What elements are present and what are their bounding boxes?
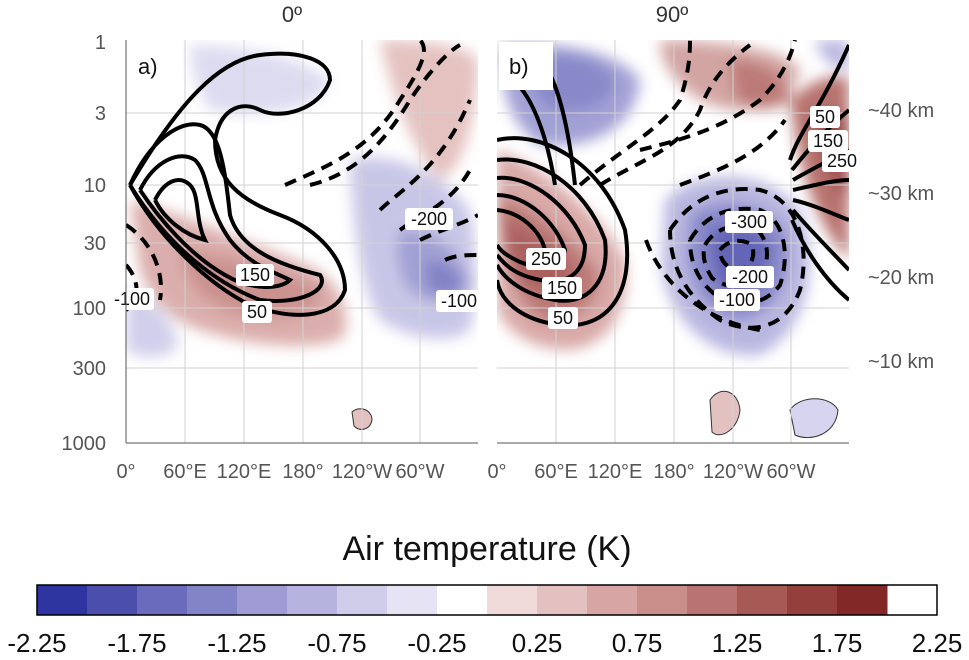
- y-tick-label: 3: [95, 103, 106, 125]
- colorbar-tick-label: 0.25: [512, 628, 563, 658]
- panel-a-title: 0º: [282, 2, 302, 27]
- contour-label: 50: [247, 302, 267, 322]
- colorbar-tick-label: 1.75: [812, 628, 863, 658]
- y-tick-label: 100: [73, 298, 106, 320]
- colorbar-cell: [437, 585, 488, 615]
- colorbar-cell: [787, 585, 838, 615]
- panel-a-label: a): [138, 54, 158, 79]
- altitude-label: ~20 km: [868, 267, 934, 289]
- x-tick-label: 60°E: [163, 461, 207, 483]
- colorbar-cells: [37, 585, 888, 615]
- contour-label: -100: [441, 291, 477, 311]
- x-tick-label: 180°: [653, 461, 694, 483]
- contour-label: -100: [719, 290, 755, 310]
- colorbar-title: Air temperature (K): [342, 530, 631, 568]
- colorbar-cell: [687, 585, 738, 615]
- colorbar-cell: [837, 585, 888, 615]
- panel-a-x-ticks: 0° 60°E 120°E 180° 120°W 60°W: [116, 461, 444, 483]
- panel-a: 150 50 -100 -200 -100 a) 1 3 10 30 100 3…: [62, 32, 482, 483]
- colorbar-tick-label: -0.75: [307, 628, 366, 658]
- contour-label: 150: [813, 131, 843, 151]
- x-tick-label: 0°: [116, 461, 135, 483]
- colorbar-cell: [337, 585, 388, 615]
- colorbar-tick-label: 2.25: [912, 628, 963, 658]
- panel-b-contours: [497, 44, 849, 328]
- colorbar-cell: [137, 585, 188, 615]
- contour-label: 50: [553, 308, 573, 328]
- contour-label: 250: [531, 249, 561, 269]
- contour-label: 50: [815, 107, 835, 127]
- x-tick-label: 60°E: [534, 461, 578, 483]
- contour-label: -100: [114, 289, 150, 309]
- colorbar-cell: [737, 585, 788, 615]
- altitude-label: ~10 km: [868, 351, 934, 373]
- contour-label: 250: [827, 151, 857, 171]
- y-tick-label: 1: [95, 32, 106, 54]
- colorbar-cell: [587, 585, 638, 615]
- contour-label: 150: [547, 278, 577, 298]
- y-tick-label: 300: [73, 358, 106, 380]
- x-tick-label: 0°: [487, 461, 506, 483]
- colorbar-tick-label: -2.25: [7, 628, 66, 658]
- y-tick-label: 1000: [62, 433, 107, 455]
- contour-label: -200: [732, 267, 768, 287]
- contour-label: -300: [731, 212, 767, 232]
- colorbar-cell: [287, 585, 338, 615]
- colorbar-cell: [487, 585, 538, 615]
- contour-label: 150: [240, 265, 270, 285]
- colorbar-frame: [36, 584, 938, 616]
- x-tick-label: 120°E: [588, 461, 643, 483]
- altitude-labels: ~40 km ~30 km ~20 km ~10 km: [868, 100, 934, 373]
- x-tick-label: 60°W: [766, 461, 815, 483]
- colorbar-tick-label: -0.25: [407, 628, 466, 658]
- colorbar-tick-label: -1.75: [107, 628, 166, 658]
- contour-label: -200: [411, 209, 447, 229]
- colorbar-cell: [37, 585, 88, 615]
- panel-b: 250 150 50 -300 -200 -100 50 150 250 b) …: [487, 40, 934, 483]
- x-tick-label: 120°W: [332, 461, 392, 483]
- colorbar-cell: [387, 585, 438, 615]
- panel-a-contour-labels: 150 50 -100 -200 -100: [110, 208, 482, 323]
- panel-b-x-ticks: 0° 60°E 120°E 180° 120°W 60°W: [487, 461, 815, 483]
- panel-a-y-ticks: 1 3 10 30 100 300 1000: [62, 32, 107, 455]
- colorbar-cell: [87, 585, 138, 615]
- altitude-label: ~30 km: [868, 183, 934, 205]
- x-tick-label: 60°W: [395, 461, 444, 483]
- panel-a-label-box: [128, 42, 182, 90]
- colorbar-cell: [537, 585, 588, 615]
- colorbar-cell: [237, 585, 288, 615]
- panel-b-contour-labels: 250 150 50 -300 -200 -100 50 150 250: [526, 106, 862, 329]
- colorbar-cell: [187, 585, 238, 615]
- x-tick-label: 180°: [282, 461, 323, 483]
- colorbar-tick-label: 0.75: [612, 628, 663, 658]
- panel-b-label-box: [499, 42, 553, 90]
- y-tick-label: 30: [84, 233, 106, 255]
- y-tick-label: 10: [84, 175, 106, 197]
- colorbar: Air temperature (K) -2.25 -1.75 -1.25 -0.75…: [7, 530, 962, 658]
- x-tick-label: 120°E: [217, 461, 272, 483]
- x-tick-label: 120°W: [703, 461, 763, 483]
- colorbar-tick-label: 1.25: [712, 628, 763, 658]
- panel-b-title: 90º: [656, 2, 689, 27]
- altitude-label: ~40 km: [868, 100, 934, 122]
- colorbar-cell: [637, 585, 688, 615]
- colorbar-tick-labels: -2.25 -1.75 -1.25 -0.75 -0.25 0.25 0.75 1.25 1.7…: [7, 628, 962, 658]
- panel-b-label: b): [509, 54, 529, 79]
- colorbar-tick-label: -1.25: [207, 628, 266, 658]
